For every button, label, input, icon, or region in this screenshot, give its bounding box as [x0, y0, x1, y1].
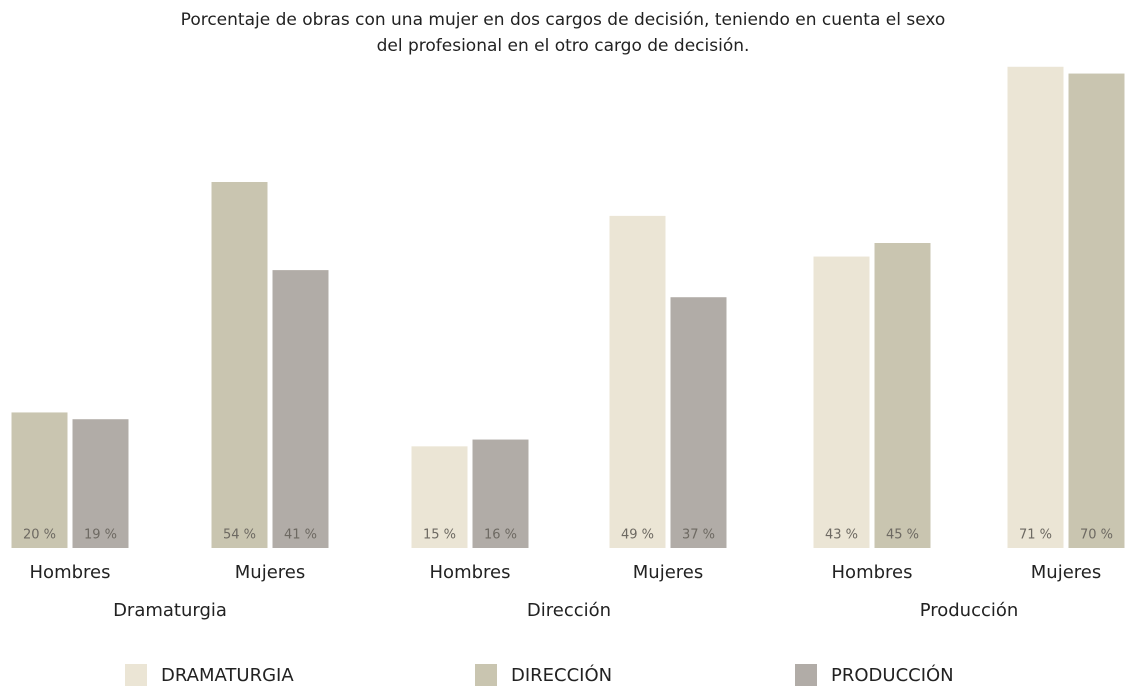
bar	[211, 182, 268, 548]
bar	[874, 243, 931, 548]
value-label: 37 %	[682, 528, 715, 543]
bar	[670, 297, 727, 548]
group-label: Producción	[920, 600, 1019, 621]
value-label: 71 %	[1019, 528, 1052, 543]
value-label: 16 %	[484, 528, 517, 543]
bar	[411, 446, 468, 548]
legend-label: DRAMATURGIA	[161, 665, 294, 686]
value-label: 49 %	[621, 528, 654, 543]
group-label: Dirección	[527, 600, 611, 621]
x-tick-label: Hombres	[832, 562, 913, 583]
bar	[11, 412, 68, 548]
bar	[472, 439, 529, 548]
x-tick-label: Mujeres	[1031, 562, 1101, 583]
group-label: Dramaturgia	[113, 600, 227, 621]
legend-swatch	[475, 664, 497, 686]
value-label: 20 %	[23, 528, 56, 543]
chart-title: Porcentaje de obras con una mujer en dos…	[181, 10, 946, 30]
value-label: 43 %	[825, 528, 858, 543]
x-tick-label: Hombres	[30, 562, 111, 583]
x-tick-label: Mujeres	[633, 562, 703, 583]
bar	[813, 256, 870, 548]
value-label: 70 %	[1080, 528, 1113, 543]
value-label: 19 %	[84, 528, 117, 543]
bar	[609, 215, 666, 548]
x-tick-label: Hombres	[430, 562, 511, 583]
chart-title: del profesional en el otro cargo de deci…	[377, 36, 750, 56]
legend-swatch	[125, 664, 147, 686]
value-label: 54 %	[223, 528, 256, 543]
bar	[1068, 73, 1125, 549]
value-label: 41 %	[284, 528, 317, 543]
value-label: 45 %	[886, 528, 919, 543]
legend-label: DIRECCIÓN	[511, 664, 612, 686]
value-label: 15 %	[423, 528, 456, 543]
legend-swatch	[795, 664, 817, 686]
bar	[1007, 66, 1064, 549]
legend-label: PRODUCCIÓN	[831, 664, 954, 686]
bar	[72, 419, 129, 548]
bar	[272, 270, 329, 548]
x-tick-label: Mujeres	[235, 562, 305, 583]
